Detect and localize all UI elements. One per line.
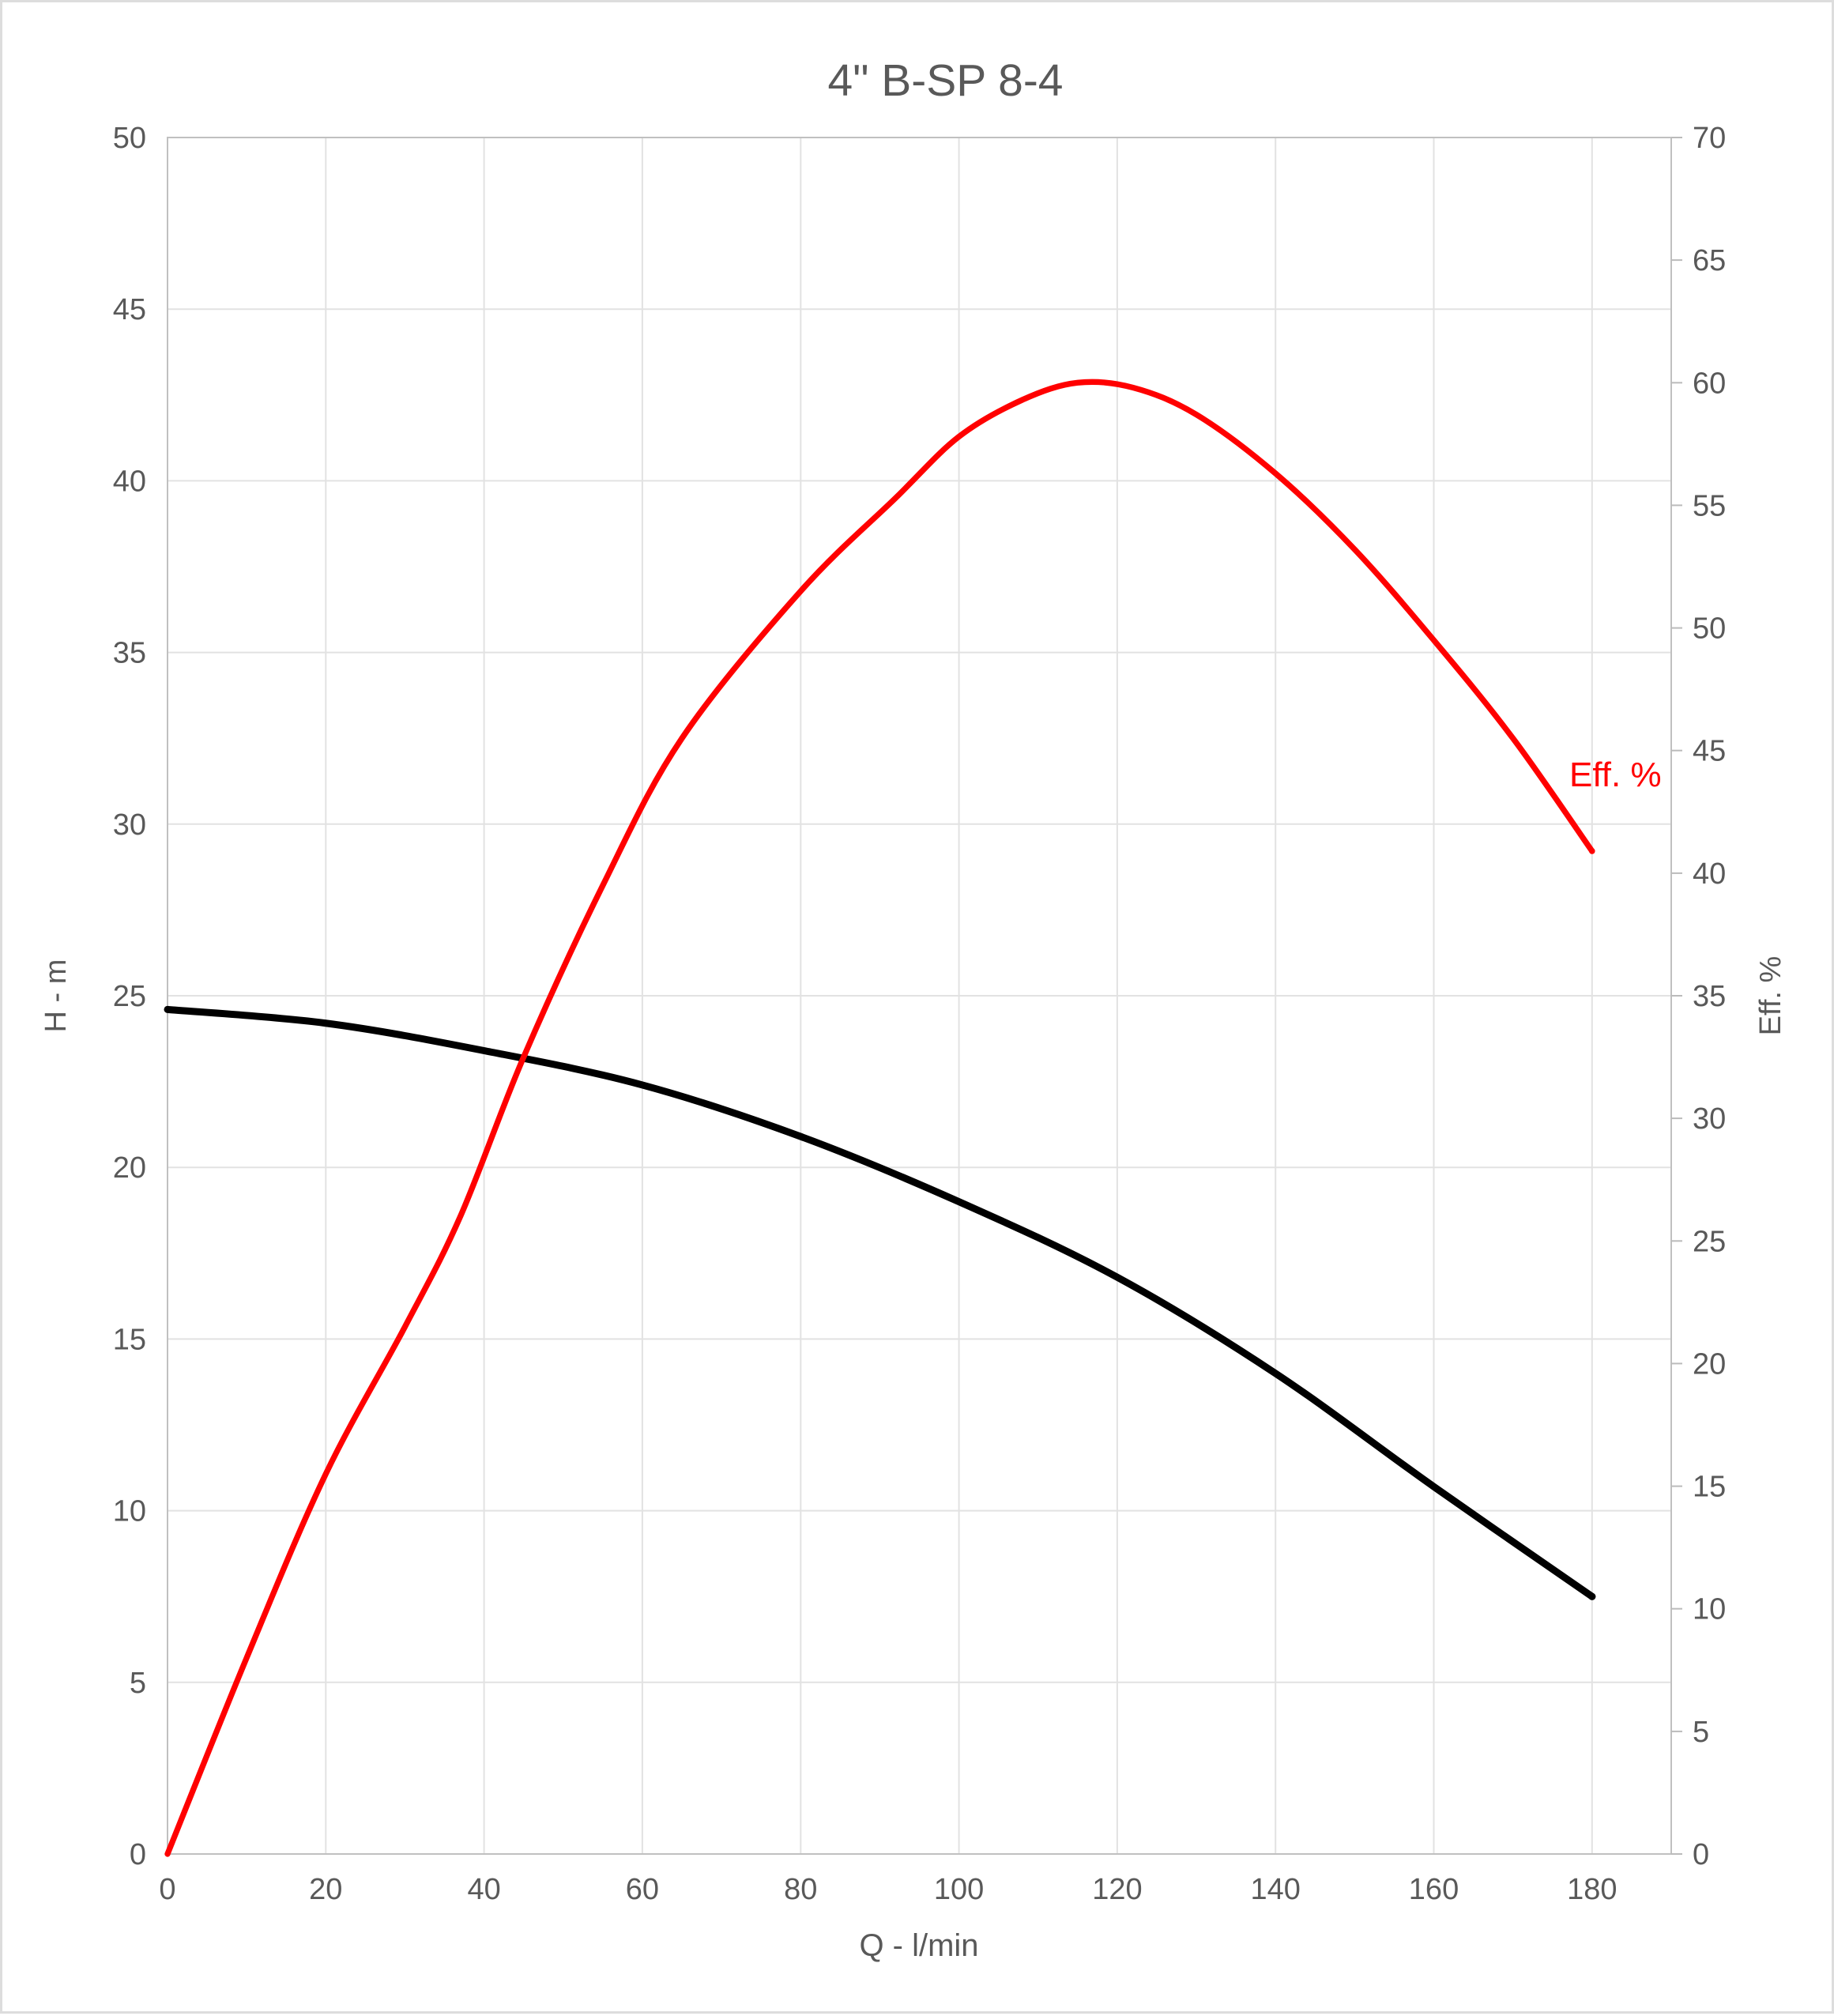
svg-text:140: 140 [1250,1873,1300,1906]
svg-text:0: 0 [130,1838,146,1871]
svg-text:45: 45 [113,293,146,326]
svg-text:100: 100 [934,1873,984,1906]
svg-text:5: 5 [1693,1716,1709,1749]
svg-text:40: 40 [1693,857,1726,891]
svg-text:65: 65 [1693,244,1726,277]
svg-text:30: 30 [1693,1102,1726,1136]
svg-text:70: 70 [1693,122,1726,155]
svg-text:160: 160 [1409,1873,1459,1906]
svg-text:80: 80 [784,1873,817,1906]
svg-text:25: 25 [113,980,146,1013]
svg-text:Eff. %: Eff. % [1569,756,1662,794]
svg-text:Q - l/min: Q - l/min [859,1928,978,1963]
svg-text:20: 20 [309,1873,342,1906]
svg-text:5: 5 [130,1667,146,1700]
svg-text:15: 15 [113,1323,146,1356]
svg-text:50: 50 [1693,612,1726,646]
svg-text:120: 120 [1092,1873,1142,1906]
svg-text:60: 60 [1693,367,1726,400]
svg-text:10: 10 [1693,1593,1726,1626]
svg-text:10: 10 [113,1495,146,1528]
svg-text:Eff. %: Eff. % [1754,956,1787,1036]
svg-text:0: 0 [159,1873,175,1906]
svg-text:H - m: H - m [40,959,73,1033]
svg-text:55: 55 [1693,489,1726,522]
svg-text:15: 15 [1693,1471,1726,1504]
svg-text:25: 25 [1693,1225,1726,1258]
svg-text:35: 35 [113,637,146,670]
svg-text:40: 40 [467,1873,500,1906]
svg-text:30: 30 [113,808,146,842]
svg-text:50: 50 [113,122,146,155]
svg-text:20: 20 [1693,1347,1726,1381]
svg-text:180: 180 [1567,1873,1617,1906]
svg-text:40: 40 [113,465,146,498]
svg-text:35: 35 [1693,980,1726,1013]
svg-text:60: 60 [626,1873,659,1906]
svg-text:20: 20 [113,1151,146,1185]
svg-text:45: 45 [1693,735,1726,768]
svg-text:0: 0 [1693,1838,1709,1871]
